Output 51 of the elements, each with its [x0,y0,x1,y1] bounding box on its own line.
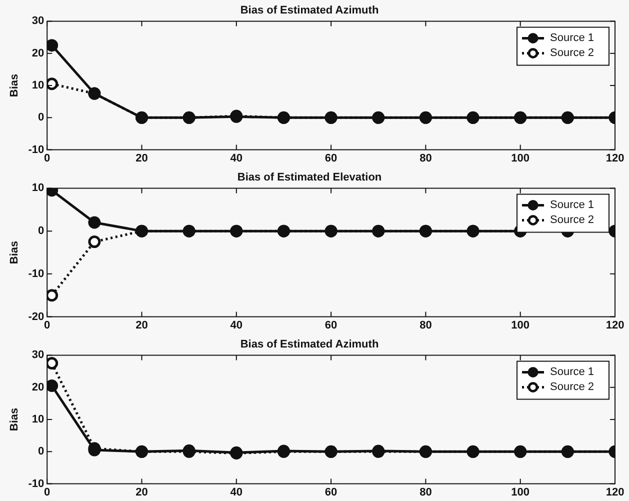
y-tick-label: 30 [32,349,44,362]
y-tick-label: 0 [38,225,44,238]
x-tick-label: 100 [511,152,530,164]
y-tick-label: 0 [38,446,44,458]
legend-label: Source 2 [550,214,594,226]
legend-label: Source 2 [550,381,594,394]
y-tick-label: 20 [32,47,44,60]
x-tick-label: 120 [606,486,624,498]
x-tick-label: 20 [136,486,148,498]
y-axis-title: Bias [8,74,21,98]
x-tick-label: 20 [136,152,148,164]
y-axis-title: Bias [8,240,21,264]
y-tick-label: -10 [28,478,44,490]
y-tick-label: 10 [32,80,44,92]
x-tick-label: 60 [324,486,338,498]
point [47,39,58,52]
point [47,289,58,302]
x-tick-label: 120 [606,319,624,332]
point [47,78,58,90]
legend-label: Source 1 [550,366,594,378]
legend-label: Source 2 [550,47,594,60]
point [47,356,58,370]
y-tick-label: 10 [32,182,44,194]
x-tick-label: 40 [230,152,243,164]
x-tick-label: 80 [420,486,432,498]
x-tick-label: 60 [324,319,338,332]
legend-label: Source 1 [550,199,594,212]
y-tick-label: 0 [38,112,44,124]
point [47,379,58,392]
y-tick-label: 10 [32,414,44,426]
chart-title: Bias of Estimated Azimuth [240,338,379,351]
chart-title: Bias of Estimated Elevation [237,172,382,184]
point [88,236,101,248]
y-tick-label: -10 [28,268,44,280]
x-tick-label: 100 [511,486,530,498]
x-tick-label: 40 [230,319,243,332]
y-tick-label: 30 [32,15,44,28]
y-tick-label: -10 [28,144,44,156]
x-tick-label: 100 [511,319,530,332]
x-tick-label: 40 [230,486,243,498]
y-axis-title: Bias [8,408,21,432]
chart-title: Bias of Estimated Azimuth [240,4,379,17]
x-tick-label: 120 [606,152,624,164]
x-tick-label: 60 [324,152,338,164]
y-tick-label: 20 [32,381,44,394]
point [88,216,101,229]
x-tick-label: 80 [420,152,432,164]
x-tick-label: 20 [136,319,148,332]
y-tick-label: -20 [28,310,44,323]
x-tick-label: 80 [420,319,432,332]
legend-label: Source 1 [550,32,594,44]
